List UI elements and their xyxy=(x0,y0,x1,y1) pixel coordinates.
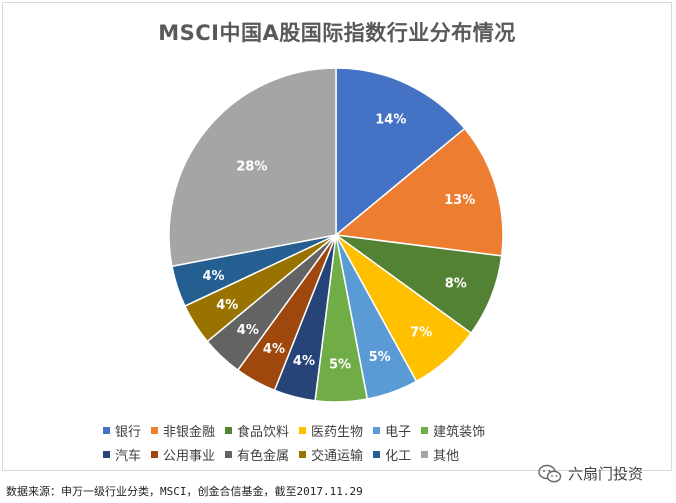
data-label-5: 5% xyxy=(329,358,351,373)
pie-slice-11 xyxy=(168,67,337,268)
legend-swatch xyxy=(151,450,159,458)
legend-label: 公用事业 xyxy=(163,448,216,464)
legend-label: 建筑装饰 xyxy=(433,424,486,440)
watermark-text: 六扇门投资 xyxy=(568,465,644,483)
legend-label: 食品饮料 xyxy=(237,424,290,440)
legend-item-2: 食品饮料 xyxy=(225,421,289,440)
legend-label: 交通运输 xyxy=(311,448,364,464)
legend-row: 银行 非银金融 食品饮料 医药生物 电子 建筑装饰 xyxy=(103,418,603,442)
legend-swatch xyxy=(373,426,381,434)
legend-item-1: 非银金融 xyxy=(151,421,215,440)
wechat-icon xyxy=(538,464,562,482)
legend-swatch xyxy=(151,426,159,434)
data-label-3: 7% xyxy=(410,326,432,341)
legend-swatch xyxy=(225,450,233,458)
legend-item-8: 有色金属 xyxy=(225,445,289,464)
legend-swatch xyxy=(299,450,307,458)
legend-item-10: 化工 xyxy=(373,445,411,464)
data-label-7: 4% xyxy=(263,342,285,357)
pie-slice-0 xyxy=(335,67,466,237)
legend-item-4: 电子 xyxy=(373,421,411,440)
legend-label: 电子 xyxy=(385,424,412,440)
legend-label: 汽车 xyxy=(115,448,142,464)
legend-item-9: 交通运输 xyxy=(299,445,363,464)
legend-label: 有色金属 xyxy=(237,448,290,464)
pie-slice-1 xyxy=(334,127,504,257)
data-label-10: 4% xyxy=(202,269,224,284)
data-label-1: 13% xyxy=(444,193,475,208)
legend-row: 汽车 公用事业 有色金属 交通运输 化工 其他 xyxy=(103,442,603,466)
pie-chart: 14% 13% 8% 7% 5% 5% 4% 4% 4% 4% 4% 28% xyxy=(168,67,504,403)
legend-label: 其他 xyxy=(433,448,460,464)
legend-swatch xyxy=(373,450,381,458)
legend-item-5: 建筑装饰 xyxy=(421,421,485,440)
watermark: 六扇门投资 xyxy=(538,463,643,484)
legend-item-3: 医药生物 xyxy=(299,421,363,440)
chart-legend: 银行 非银金融 食品饮料 医药生物 电子 建筑装饰 汽车 公用事业 有色金属 交通运输 化工 其他 xyxy=(103,418,603,466)
data-label-8: 4% xyxy=(237,323,259,338)
chart-title: MSCI中国A股国际指数行业分布情况 xyxy=(158,21,516,45)
legend-label: 化工 xyxy=(385,448,412,464)
legend-item-6: 汽车 xyxy=(103,445,141,464)
legend-swatch xyxy=(103,426,110,434)
data-label-4: 5% xyxy=(369,350,391,365)
data-label-6: 4% xyxy=(293,354,315,369)
data-label-9: 4% xyxy=(216,298,238,313)
legend-swatch xyxy=(421,426,429,434)
data-label-0: 14% xyxy=(375,112,406,127)
legend-swatch xyxy=(225,426,233,434)
legend-swatch xyxy=(103,450,110,458)
legend-label: 非银金融 xyxy=(163,424,216,440)
legend-label: 医药生物 xyxy=(311,424,364,440)
legend-item-7: 公用事业 xyxy=(151,445,215,464)
legend-item-0: 银行 xyxy=(103,421,141,440)
chart-frame: MSCI中国A股国际指数行业分布情况 14% 13% 8% 7% 5% 5% 4% 4% 4% 4… xyxy=(2,2,672,471)
legend-label: 银行 xyxy=(115,424,142,440)
source-note: 数据来源：申万一级行业分类，MSCI，创金合信基金，截至2017.11.29 xyxy=(6,485,363,498)
legend-item-11: 其他 xyxy=(421,445,459,464)
legend-swatch xyxy=(421,450,429,458)
data-label-2: 8% xyxy=(445,276,467,291)
legend-swatch xyxy=(299,426,307,434)
data-label-11: 28% xyxy=(236,159,267,174)
